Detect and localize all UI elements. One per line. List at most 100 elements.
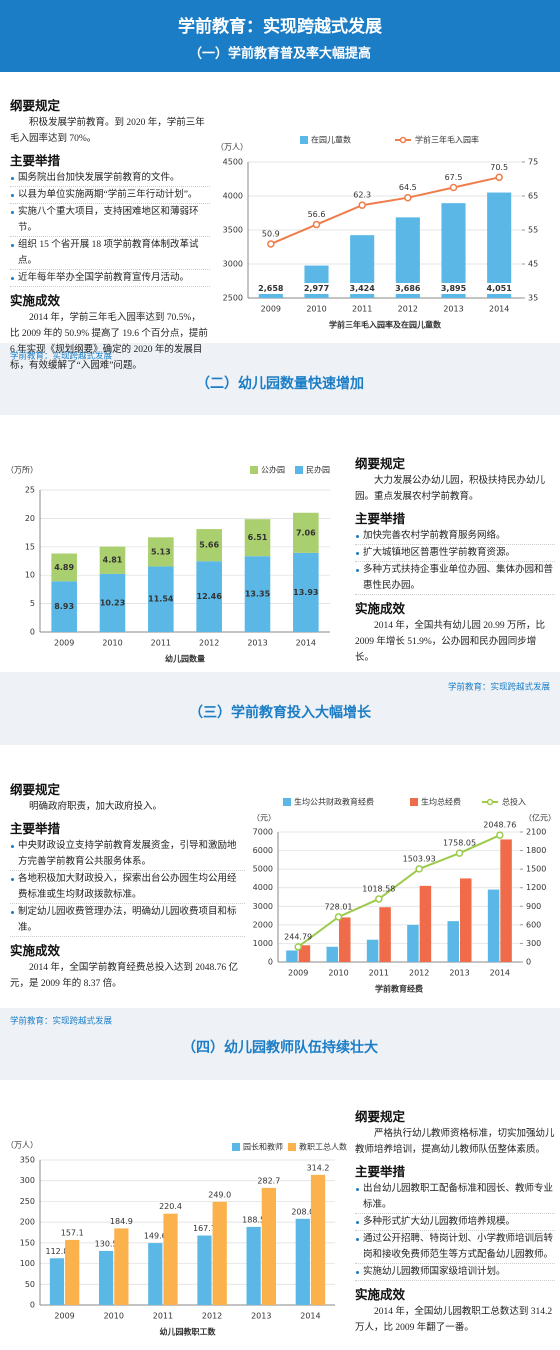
x-tick-label: 2010 <box>104 1312 124 1321</box>
heading: 纲要规定 <box>10 98 61 113</box>
y-tick-label: 200 <box>20 1218 35 1227</box>
heading: 纲要规定 <box>355 456 406 471</box>
x-tick-label: 2012 <box>398 305 418 314</box>
value-label: 64.5 <box>399 183 417 192</box>
x-tick-label: 2010 <box>306 305 326 314</box>
y-tick-label: 0 <box>268 958 273 967</box>
y-tick-label: 2000 <box>253 920 273 929</box>
heading: 纲要规定 <box>355 1109 406 1124</box>
bar <box>244 556 271 632</box>
bar <box>197 1235 212 1305</box>
bar <box>441 203 466 298</box>
line <box>297 834 501 948</box>
label-bg <box>439 283 468 294</box>
paragraph: 2014 年，全国共有幼儿园 20.99 万所，比 2009 年增长 51.9%… <box>355 621 546 663</box>
bar <box>51 553 77 582</box>
x-tick-label: 2014 <box>489 305 509 314</box>
legend-label: 生均总经费 <box>421 797 461 807</box>
section-title: （三）学前教育投入大幅增长 <box>189 704 372 721</box>
bar <box>51 581 77 632</box>
bar <box>298 945 311 962</box>
value-label: 220.4 <box>159 1202 182 1211</box>
line <box>270 176 500 245</box>
y2-tick-label: 0 <box>526 958 531 967</box>
bar <box>419 885 432 962</box>
section-band <box>0 343 560 415</box>
section-band <box>0 1008 560 1080</box>
x-tick-label: 2013 <box>247 639 267 648</box>
bar <box>379 907 391 962</box>
x-axis-title: 学前三年毛入园率及在园儿童数 <box>329 320 442 330</box>
paragraph: 大力发展公办幼儿园，积极扶持民办幼儿园。重点发展农村学前教育。 <box>355 476 546 502</box>
value-label: 56.6 <box>308 210 326 219</box>
x-axis-title: 学前教育经费 <box>375 984 423 994</box>
x-tick-label: 2011 <box>352 305 372 314</box>
x-axis-title: 幼儿园数量 <box>165 654 205 664</box>
bar <box>212 1201 227 1305</box>
heading: 主要举措 <box>10 821 61 836</box>
heading: 主要举措 <box>355 511 406 526</box>
legend-swatch <box>283 798 291 806</box>
heading: 实施成效 <box>10 943 61 958</box>
list: 国务院出台加快发展学前教育的文件。 以县为单位实施两期“学前三年行动计划”。 实施八… <box>10 170 210 287</box>
y-axis-unit: （万所） <box>6 465 38 475</box>
bar <box>65 1239 80 1305</box>
heading: 实施成效 <box>10 293 61 308</box>
header-bg <box>0 0 560 72</box>
list: 出台幼儿园教职工配备标准和园长、教师专业标准。 多种形式扩大幼儿园教师培养规模。通… <box>355 1181 555 1281</box>
value-label: 1503.93 <box>403 854 436 863</box>
section-title: （四）幼儿园教师队伍持续壮大 <box>182 1039 378 1056</box>
list-item: 出台幼儿园教职工配备标准和园长、教师专业标准。 <box>355 1181 555 1214</box>
list-item: 近年每年举办全国学前教育宣传月活动。 <box>10 270 210 287</box>
value-label: 12.46 <box>197 592 223 601</box>
y-tick-label: 4000 <box>223 192 243 201</box>
legend-label: 生均公共财政教育经费 <box>294 797 374 807</box>
list-item: 多种方式扶持企事业单位办园、集体办园和普惠性民办园。 <box>355 562 555 595</box>
value-label: 4.89 <box>54 563 74 572</box>
bar <box>196 561 222 632</box>
legend-swatch <box>288 1143 296 1151</box>
y2-tick-label: 75 <box>528 158 538 167</box>
x-axis-title: 幼儿园教职工数 <box>160 1327 217 1337</box>
x-tick-label: 2011 <box>369 969 389 978</box>
x-tick-label: 2013 <box>251 1312 271 1321</box>
value-label: 112.8 <box>46 1247 69 1256</box>
legend-label: 在园儿童数 <box>311 135 351 145</box>
x-tick-label: 2013 <box>449 969 469 978</box>
value-label: 244.79 <box>284 932 312 941</box>
line-marker <box>404 193 412 202</box>
value-label: 2,977 <box>304 284 329 293</box>
y2-axis-unit: （亿元） <box>524 813 556 823</box>
value-label: 184.9 <box>110 1217 133 1226</box>
value-label: 7.06 <box>296 528 316 537</box>
x-tick-label: 2013 <box>443 305 463 314</box>
list-item: 组织 15 个省开展 18 项学前教育体制改革试点。 <box>10 237 210 270</box>
value-label: 6.51 <box>248 533 268 542</box>
bar <box>366 939 379 962</box>
y-tick-label: 3500 <box>223 226 243 235</box>
legend-swatch <box>300 136 308 144</box>
heading: 主要举措 <box>355 1164 406 1179</box>
line-marker <box>415 865 423 873</box>
y-tick-label: 5000 <box>253 865 273 874</box>
x-tick-label: 2010 <box>102 639 122 648</box>
y2-tick-label: 55 <box>528 226 538 235</box>
bar <box>310 1174 326 1305</box>
label-bg <box>485 283 514 294</box>
list-item: 通过公开招聘、特岗计划、小学教师培训后转岗和接收免费师范生等方式配备幼儿园教师。 <box>355 1231 555 1264</box>
x-tick-label: 2012 <box>409 969 429 978</box>
x-tick-label: 2014 <box>490 969 510 978</box>
value-label: 13.93 <box>293 588 318 597</box>
y2-tick-label: 1800 <box>526 846 546 855</box>
band-label: 学前教育：实现跨越式发展 <box>10 1016 113 1027</box>
value-label: 4.81 <box>103 556 123 565</box>
bar <box>500 839 512 962</box>
bar <box>99 1250 114 1305</box>
y-tick-label: 3000 <box>223 260 243 269</box>
y-tick-label: 300 <box>20 1176 35 1185</box>
y-tick-label: 20 <box>25 514 35 523</box>
bar <box>447 921 459 962</box>
list-item: 扩大城镇地区普惠性学前教育资源。 <box>355 545 555 562</box>
x-tick-label: 2014 <box>300 1312 320 1321</box>
legend-label: 学前三年毛入园率 <box>415 135 479 145</box>
